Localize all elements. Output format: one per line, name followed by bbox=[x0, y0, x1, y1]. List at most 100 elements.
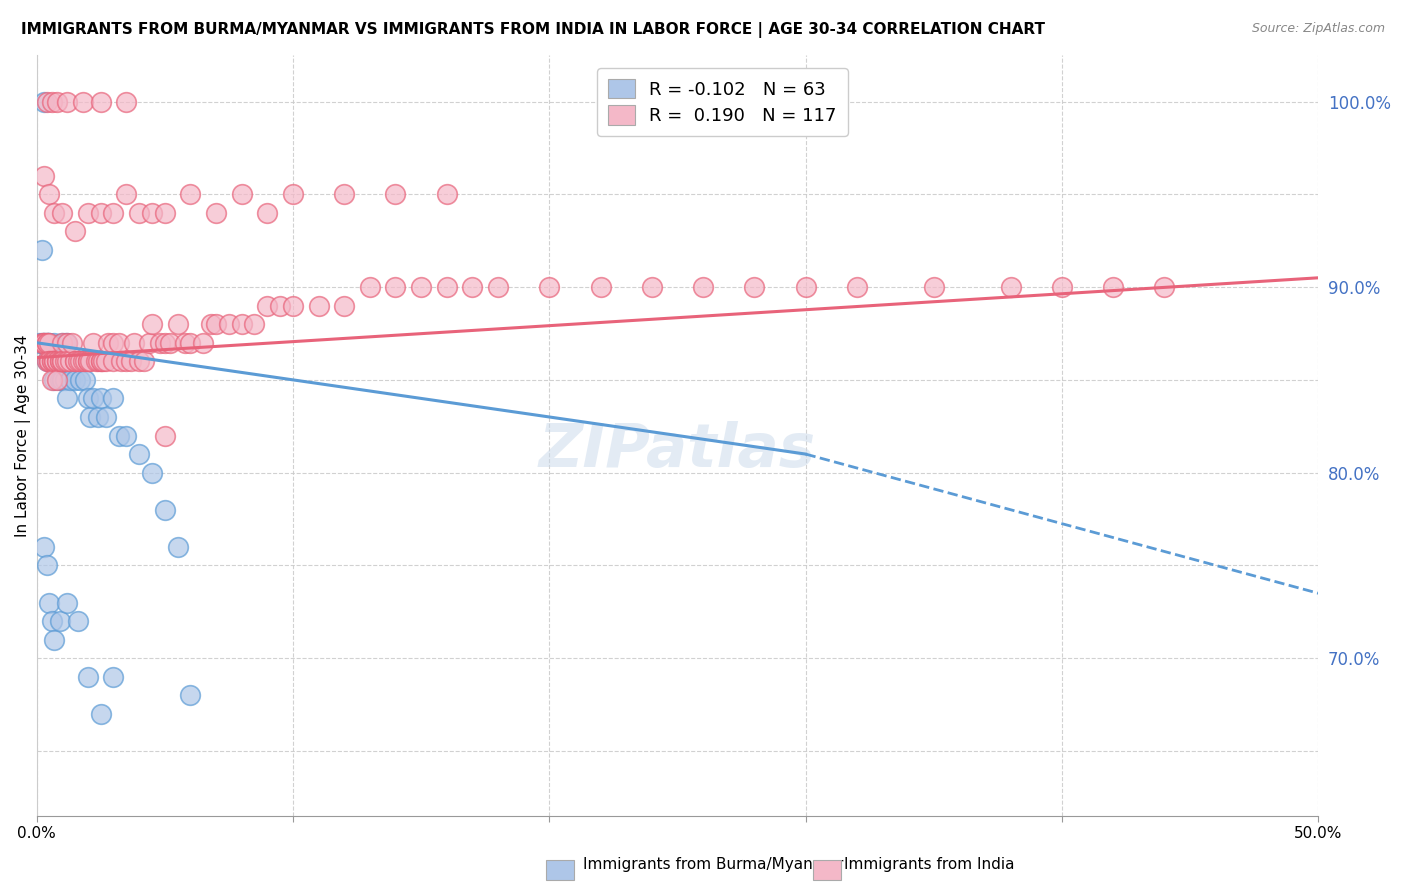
Point bbox=[461, 280, 484, 294]
Point bbox=[243, 317, 266, 331]
Point bbox=[38, 354, 60, 368]
Point bbox=[115, 187, 138, 202]
Point bbox=[115, 354, 138, 368]
Point bbox=[79, 409, 101, 424]
Point bbox=[63, 354, 86, 368]
Point bbox=[32, 335, 55, 350]
Point bbox=[166, 317, 188, 331]
Point bbox=[107, 428, 129, 442]
Point bbox=[56, 335, 79, 350]
Point bbox=[51, 354, 73, 368]
Point bbox=[51, 373, 73, 387]
Point bbox=[35, 95, 58, 109]
Point bbox=[56, 595, 79, 609]
Point bbox=[41, 354, 63, 368]
Point bbox=[51, 373, 73, 387]
Point bbox=[56, 95, 79, 109]
Point bbox=[333, 187, 356, 202]
Point bbox=[41, 614, 63, 628]
Point bbox=[32, 169, 55, 183]
Point bbox=[103, 670, 125, 684]
Point bbox=[53, 335, 76, 350]
Point bbox=[56, 392, 79, 406]
Point bbox=[281, 299, 304, 313]
Point bbox=[44, 354, 66, 368]
Point bbox=[138, 335, 160, 350]
Point bbox=[166, 540, 188, 554]
Point bbox=[384, 280, 406, 294]
Point bbox=[51, 335, 73, 350]
Point bbox=[69, 354, 91, 368]
Point bbox=[32, 95, 55, 109]
Point bbox=[384, 187, 406, 202]
Point bbox=[90, 354, 112, 368]
Point bbox=[59, 373, 82, 387]
Point bbox=[128, 354, 150, 368]
Point bbox=[107, 335, 129, 350]
Point bbox=[141, 317, 163, 331]
Point bbox=[218, 317, 240, 331]
Point bbox=[90, 354, 112, 368]
Point bbox=[63, 354, 86, 368]
Point bbox=[69, 373, 91, 387]
Point bbox=[56, 335, 79, 350]
Point bbox=[153, 502, 176, 516]
Point bbox=[46, 354, 69, 368]
Point bbox=[75, 354, 97, 368]
Point bbox=[436, 280, 458, 294]
Point bbox=[38, 187, 60, 202]
Point bbox=[38, 335, 60, 350]
Point bbox=[31, 335, 53, 350]
Point bbox=[193, 335, 215, 350]
Point bbox=[44, 373, 66, 387]
Point bbox=[63, 224, 86, 238]
Point bbox=[174, 335, 197, 350]
Point bbox=[200, 317, 222, 331]
Point bbox=[66, 354, 89, 368]
Point bbox=[231, 187, 253, 202]
Point bbox=[38, 335, 60, 350]
Point bbox=[436, 187, 458, 202]
Point bbox=[84, 354, 107, 368]
Point bbox=[76, 354, 98, 368]
Point bbox=[94, 354, 117, 368]
Point bbox=[205, 206, 228, 220]
Point bbox=[115, 95, 138, 109]
Point bbox=[149, 335, 172, 350]
Point bbox=[48, 614, 70, 628]
Point bbox=[51, 206, 73, 220]
Point bbox=[179, 187, 201, 202]
Point bbox=[134, 354, 156, 368]
Point bbox=[359, 280, 381, 294]
Point bbox=[32, 335, 55, 350]
Point bbox=[41, 354, 63, 368]
Point bbox=[115, 428, 138, 442]
Point bbox=[744, 280, 766, 294]
Point bbox=[72, 354, 94, 368]
Point bbox=[66, 614, 89, 628]
Point bbox=[179, 688, 201, 702]
Point bbox=[46, 354, 69, 368]
Point bbox=[48, 354, 70, 368]
Point bbox=[35, 335, 58, 350]
Point bbox=[103, 335, 125, 350]
Point bbox=[35, 558, 58, 573]
Point bbox=[1102, 280, 1125, 294]
Point bbox=[31, 335, 53, 350]
Point bbox=[91, 354, 114, 368]
Point bbox=[153, 335, 176, 350]
Point bbox=[97, 335, 120, 350]
Point bbox=[44, 632, 66, 647]
Point bbox=[1153, 280, 1175, 294]
Point bbox=[110, 354, 132, 368]
Point bbox=[486, 280, 509, 294]
Point bbox=[76, 670, 98, 684]
Text: Immigrants from Burma/Myanmar: Immigrants from Burma/Myanmar bbox=[583, 857, 844, 872]
Point bbox=[46, 354, 69, 368]
Point bbox=[90, 706, 112, 721]
Point bbox=[38, 335, 60, 350]
Point bbox=[41, 354, 63, 368]
Point bbox=[41, 373, 63, 387]
Point bbox=[159, 335, 181, 350]
Point bbox=[90, 206, 112, 220]
